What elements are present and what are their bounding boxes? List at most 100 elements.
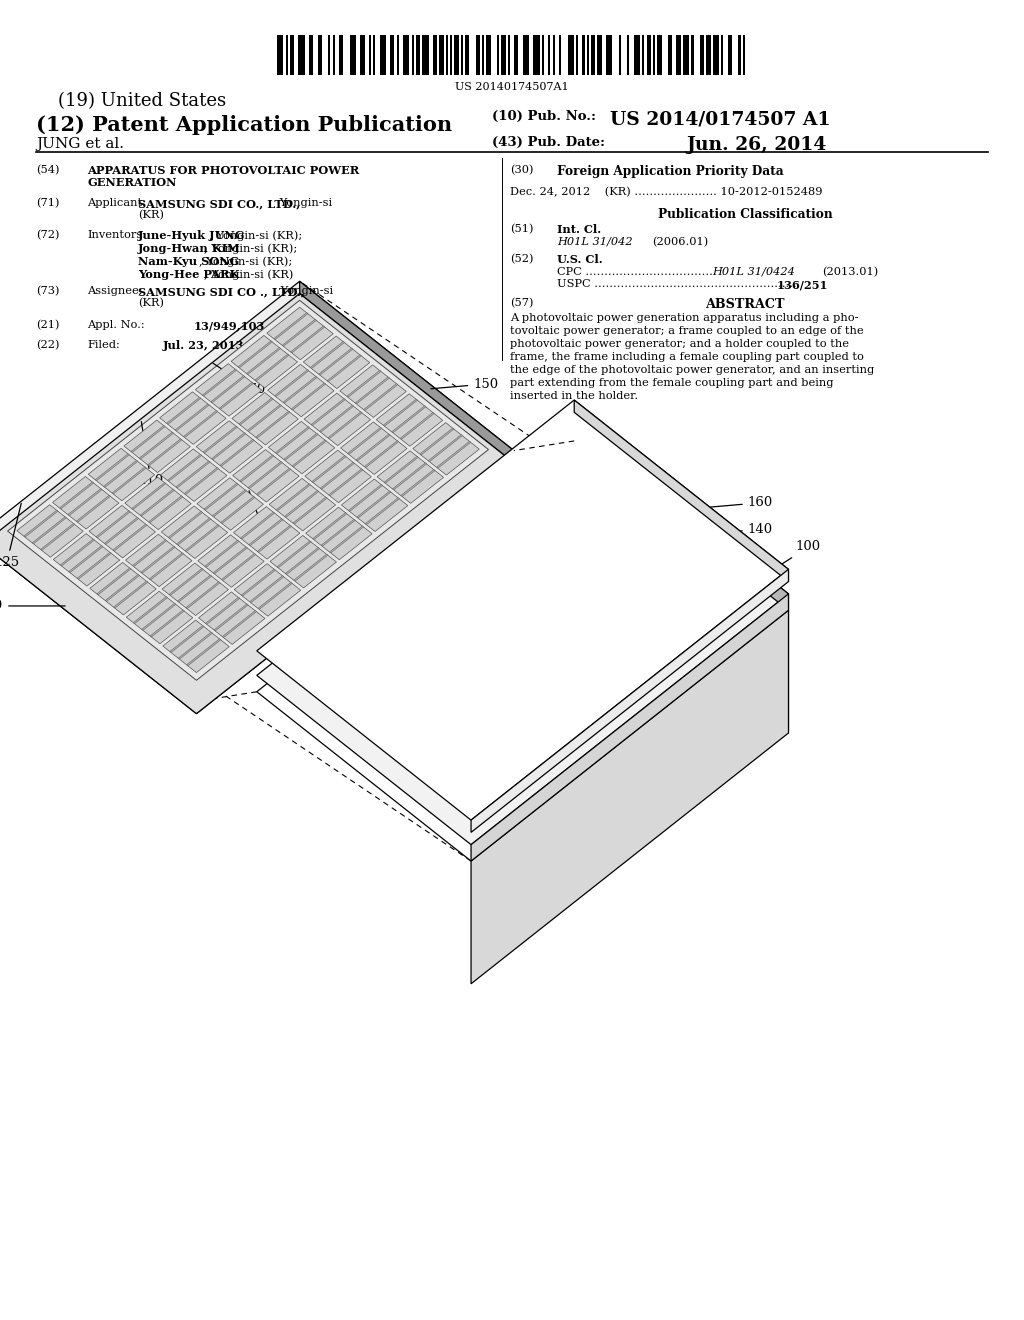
Text: Filed:: Filed:	[87, 341, 120, 350]
Polygon shape	[131, 425, 165, 453]
Polygon shape	[89, 506, 156, 558]
Polygon shape	[340, 364, 407, 417]
Text: 110: 110	[138, 421, 164, 487]
Polygon shape	[185, 524, 219, 552]
Polygon shape	[267, 308, 333, 360]
Bar	[618, 36, 621, 75]
Polygon shape	[321, 462, 354, 490]
Bar	[396, 36, 398, 75]
Polygon shape	[356, 434, 390, 461]
Polygon shape	[231, 392, 298, 445]
Polygon shape	[141, 603, 176, 630]
Text: US 2014/0174507 A1: US 2014/0174507 A1	[610, 110, 830, 128]
Polygon shape	[240, 455, 274, 482]
Polygon shape	[77, 495, 111, 523]
Bar	[445, 36, 447, 75]
Bar	[333, 36, 335, 75]
Polygon shape	[436, 441, 471, 469]
Polygon shape	[312, 455, 346, 483]
Text: Assignee:: Assignee:	[87, 286, 142, 296]
Bar	[707, 36, 711, 75]
Text: photovoltaic power generator; and a holder coupled to the: photovoltaic power generator; and a hold…	[510, 339, 849, 348]
Polygon shape	[231, 335, 298, 388]
Polygon shape	[306, 507, 372, 560]
Text: (30): (30)	[510, 165, 534, 176]
Bar	[380, 36, 386, 75]
Polygon shape	[348, 484, 383, 511]
Bar	[349, 36, 356, 75]
Polygon shape	[132, 540, 167, 566]
Polygon shape	[257, 525, 292, 552]
Bar	[476, 36, 480, 75]
Polygon shape	[176, 461, 210, 488]
Text: 170: 170	[213, 363, 266, 396]
Text: (10) Pub. No.:: (10) Pub. No.:	[492, 110, 596, 123]
Polygon shape	[177, 517, 211, 545]
Text: CPC ..................................: CPC ..................................	[557, 267, 713, 277]
Text: (19) United States: (19) United States	[58, 92, 226, 110]
Text: , Yongin-si (KR);: , Yongin-si (KR);	[200, 256, 293, 267]
Text: US 20140174507A1: US 20140174507A1	[456, 82, 568, 92]
Polygon shape	[257, 469, 291, 495]
Text: Jul. 23, 2013: Jul. 23, 2013	[163, 341, 245, 351]
Text: Yongin-si: Yongin-si	[276, 198, 332, 209]
Polygon shape	[197, 421, 262, 473]
Polygon shape	[162, 564, 228, 615]
Bar	[278, 36, 284, 75]
Polygon shape	[151, 610, 184, 638]
Polygon shape	[234, 564, 301, 616]
Bar	[628, 36, 630, 75]
Polygon shape	[366, 498, 399, 524]
Text: Int. Cl.: Int. Cl.	[557, 224, 601, 235]
Polygon shape	[221, 496, 255, 524]
Polygon shape	[148, 496, 183, 523]
Polygon shape	[211, 376, 245, 403]
Polygon shape	[160, 392, 226, 445]
Polygon shape	[294, 554, 328, 581]
Polygon shape	[203, 370, 237, 396]
Polygon shape	[400, 412, 434, 440]
Polygon shape	[471, 569, 788, 833]
Polygon shape	[184, 467, 218, 495]
Bar	[514, 36, 518, 75]
Polygon shape	[96, 511, 130, 537]
Polygon shape	[377, 451, 443, 503]
Bar	[567, 36, 574, 75]
Polygon shape	[95, 454, 129, 480]
Polygon shape	[220, 440, 254, 466]
Bar	[742, 36, 744, 75]
Text: (54): (54)	[36, 165, 59, 176]
Polygon shape	[383, 399, 418, 426]
Polygon shape	[0, 532, 197, 714]
Bar	[497, 36, 499, 75]
Text: (43) Pub. Date:: (43) Pub. Date:	[492, 136, 605, 149]
Bar	[597, 36, 602, 75]
Polygon shape	[168, 511, 203, 539]
Polygon shape	[24, 510, 58, 537]
Polygon shape	[186, 582, 220, 609]
Polygon shape	[248, 404, 282, 432]
Text: part extending from the female coupling part and being: part extending from the female coupling …	[510, 378, 834, 388]
Bar	[422, 36, 429, 75]
Text: (72): (72)	[36, 230, 59, 240]
Text: Nam-Kyu SONG: Nam-Kyu SONG	[138, 256, 240, 267]
Polygon shape	[341, 479, 408, 532]
Bar	[559, 36, 561, 75]
Bar	[653, 36, 655, 75]
Polygon shape	[161, 506, 227, 558]
Bar	[329, 36, 331, 75]
Polygon shape	[392, 463, 427, 490]
Polygon shape	[204, 483, 239, 510]
Polygon shape	[257, 425, 788, 845]
Bar	[691, 36, 693, 75]
Polygon shape	[255, 354, 289, 381]
Polygon shape	[150, 553, 183, 579]
Text: Applicant:: Applicant:	[87, 198, 145, 209]
Polygon shape	[250, 576, 284, 603]
Polygon shape	[285, 491, 318, 517]
Text: Appl. No.:: Appl. No.:	[87, 319, 144, 330]
Polygon shape	[341, 422, 408, 474]
Bar	[403, 36, 410, 75]
Polygon shape	[273, 313, 308, 339]
Polygon shape	[292, 440, 327, 467]
